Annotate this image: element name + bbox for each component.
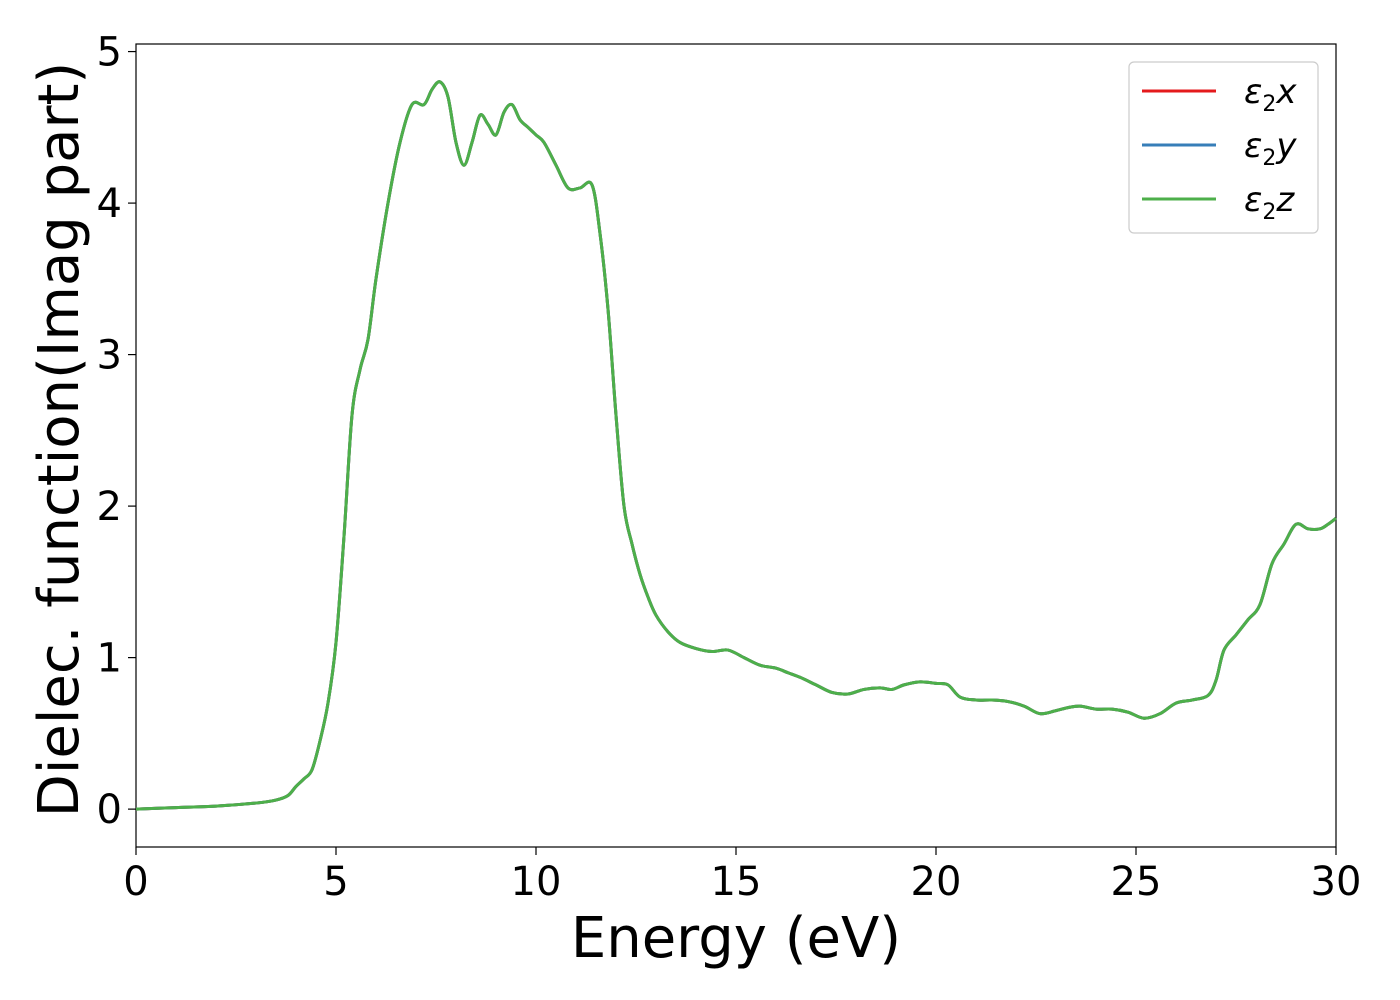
y-tick-label: 0	[97, 787, 122, 833]
legend-entry-x: ε2x	[1244, 72, 1297, 117]
series-line-z	[135, 80, 1337, 811]
legend-entry-z: ε2z	[1244, 180, 1295, 225]
y-axis: 0 1 2 3 4 5	[97, 30, 136, 833]
legend: ε2x ε2y ε2z	[1128, 61, 1319, 234]
x-axis-label: Energy (eV)	[571, 906, 901, 971]
y-tick-label: 2	[97, 484, 122, 530]
legend-box	[1128, 61, 1319, 234]
y-tick-label: 5	[97, 30, 122, 76]
y-axis-label: Dielec. function(Imag part)	[27, 62, 92, 818]
x-tick-label: 30	[1311, 859, 1362, 905]
y-tick-label: 1	[97, 636, 122, 682]
x-tick-label: 5	[323, 859, 348, 905]
legend-entry-y: ε2y	[1244, 126, 1297, 171]
x-axis: 0 5 10 15 20 25 30	[123, 847, 1361, 905]
x-tick-label: 20	[911, 859, 962, 905]
x-tick-label: 10	[511, 859, 562, 905]
y-tick-label: 4	[97, 181, 122, 227]
x-tick-label: 25	[1111, 859, 1162, 905]
y-tick-label: 3	[97, 333, 122, 379]
series-layer	[135, 80, 1337, 811]
x-tick-label: 15	[711, 859, 762, 905]
x-tick-label: 0	[123, 859, 148, 905]
